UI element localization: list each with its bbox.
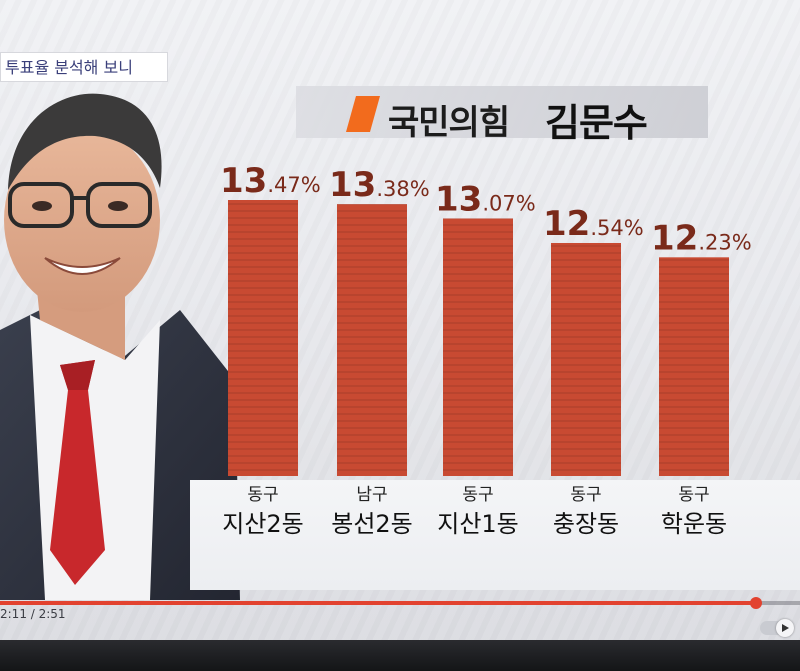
- party-logo-icon: [346, 96, 380, 132]
- category-dong-3: 지산1동: [437, 510, 519, 538]
- video-progress-bar[interactable]: [0, 597, 800, 609]
- bar-value-label-2: 13.38%: [329, 165, 430, 205]
- bar-2: [337, 204, 407, 476]
- bar-value-label-3: 13.07%: [435, 179, 536, 219]
- video-frame[interactable]: 투표율 분석해 보니 국민의힘 김문수: [0, 0, 800, 640]
- autoplay-toggle[interactable]: [760, 619, 794, 637]
- category-dong-4: 충장동: [553, 510, 619, 538]
- monitor-bezel: [0, 640, 800, 671]
- category-dong-5: 학운동: [661, 510, 727, 538]
- category-district-2: 남구: [356, 485, 387, 505]
- bar-5: [659, 257, 729, 476]
- category-dong-2: 봉선2동: [331, 510, 413, 538]
- category-district-5: 동구: [678, 485, 709, 505]
- bar-3: [443, 218, 513, 476]
- bar-1: [228, 200, 298, 476]
- bar-4: [551, 242, 621, 476]
- category-district-1: 동구: [247, 485, 278, 505]
- time-display: 2:11 / 2:51: [0, 607, 66, 621]
- bar-value-label-1: 13.47%: [220, 161, 321, 201]
- party-name: 국민의힘: [388, 103, 510, 143]
- category-label-band: [190, 480, 800, 590]
- play-icon: [776, 619, 794, 637]
- progress-fill: [0, 601, 756, 605]
- category-district-4: 동구: [570, 485, 601, 505]
- progress-scrubber[interactable]: [750, 597, 762, 609]
- bar-value-label-5: 12.23%: [651, 218, 752, 258]
- caption-banner: 투표율 분석해 보니: [0, 52, 168, 82]
- candidate-name: 김문수: [545, 101, 648, 145]
- bar-value-label-4: 12.54%: [543, 204, 644, 244]
- category-district-3: 동구: [462, 485, 493, 505]
- category-dong-1: 지산2동: [222, 510, 304, 538]
- candidate-portrait: [0, 93, 240, 600]
